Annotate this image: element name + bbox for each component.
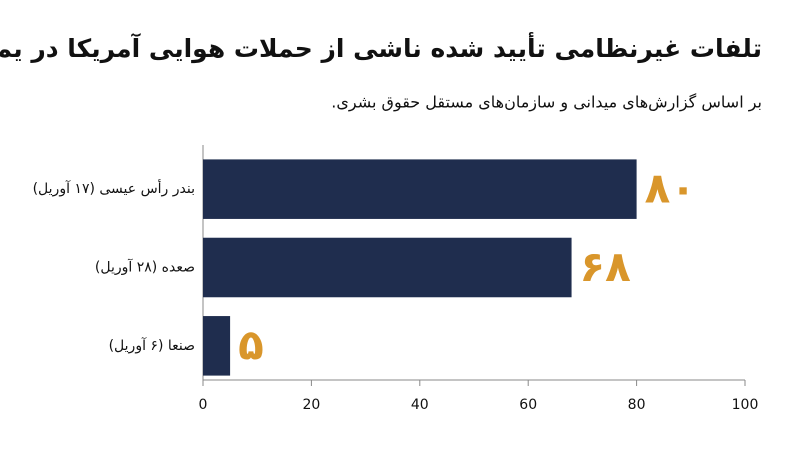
bar (203, 159, 637, 219)
y-tick-label: بندر رأس عیسی (۱۷ آوریل) (33, 179, 195, 197)
x-tick-label: 20 (302, 397, 320, 413)
value-label: ۵ (238, 320, 264, 369)
value-label: ۸۰ (645, 164, 696, 213)
x-tick-label: 100 (732, 397, 759, 413)
value-label: ۶۸ (580, 242, 632, 291)
x-tick-label: 80 (628, 397, 646, 413)
x-tick-label: 60 (519, 397, 537, 413)
y-tick-label: صعده (۲۸ آوریل) (95, 259, 195, 276)
bar (203, 237, 572, 298)
chart-subtitle: بر اساس گزارش‌های میدانی و سازمان‌های مس… (331, 93, 762, 113)
x-tick-label: 40 (411, 397, 429, 413)
x-tick-label: 0 (199, 397, 208, 413)
y-tick-label: صنعا (۶ آوریل) (109, 337, 195, 354)
chart-title: تلفات غیرنظامی تأیید شده ناشی از حملات ه… (0, 32, 762, 64)
bar (203, 316, 231, 376)
